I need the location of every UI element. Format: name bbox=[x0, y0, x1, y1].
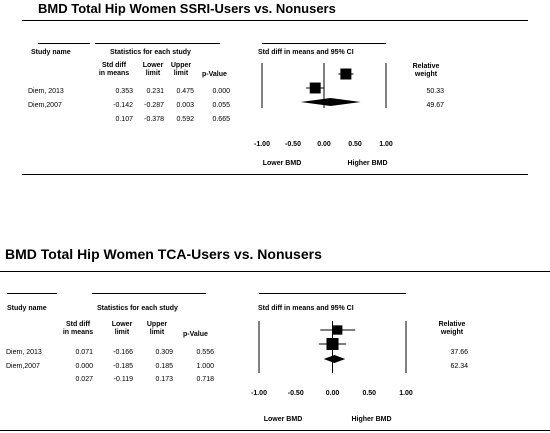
upper-value: 0.309 bbox=[155, 349, 173, 356]
header-pvalue: p-Value bbox=[183, 331, 208, 338]
lower-value: -0.166 bbox=[113, 349, 133, 356]
header-study-name: Study name bbox=[31, 49, 71, 56]
x-tick-label: 1.00 bbox=[399, 390, 413, 397]
study-name: Diem,2007 bbox=[6, 363, 40, 370]
summary-pvalue: 0.665 bbox=[212, 116, 230, 123]
favours-left-label: Lower BMD bbox=[262, 160, 302, 167]
header-rule-study bbox=[38, 43, 90, 44]
header-upper: Upper limit bbox=[146, 321, 168, 336]
title-underline bbox=[0, 271, 550, 272]
header-std-diff: Std diff in means bbox=[98, 62, 130, 77]
x-tick-label: 0.00 bbox=[317, 141, 331, 148]
summary-diamond bbox=[323, 355, 346, 363]
x-tick-label: 0.50 bbox=[348, 141, 362, 148]
study-name: Diem,2007 bbox=[28, 102, 62, 109]
header-stats-group: Statistics for each study bbox=[97, 305, 178, 312]
summary-upper: 0.592 bbox=[176, 116, 194, 123]
forest-plot-tca: BMD Total Hip Women TCA-Users vs. Nonuse… bbox=[0, 240, 550, 433]
weight-value: 62.34 bbox=[450, 363, 468, 370]
header-pvalue: p-Value bbox=[202, 71, 227, 78]
study-name: Diem, 2013 bbox=[28, 88, 64, 95]
std-diff-value: 0.071 bbox=[75, 349, 93, 356]
x-tick-label: -1.00 bbox=[251, 390, 267, 397]
panel-bottom-rule bbox=[22, 174, 528, 175]
lower-value: -0.185 bbox=[113, 363, 133, 370]
header-stats-group: Statistics for each study bbox=[110, 49, 191, 56]
header-lower: Lower limit bbox=[142, 62, 164, 77]
header-ci-group: Std diff in means and 95% CI bbox=[258, 305, 354, 312]
pvalue-value: 0.000 bbox=[212, 88, 230, 95]
favours-right-label: Higher BMD bbox=[347, 160, 388, 167]
x-tick-label: -0.50 bbox=[285, 141, 301, 148]
favours-right-label: Higher BMD bbox=[351, 416, 392, 423]
summary-std-diff: 0.107 bbox=[115, 116, 133, 123]
study-marker bbox=[326, 338, 339, 350]
study-marker bbox=[309, 82, 321, 94]
pvalue-value: 0.055 bbox=[212, 102, 230, 109]
summary-diamond bbox=[300, 98, 361, 106]
header-upper: Upper limit bbox=[170, 62, 192, 77]
header-rule-stats bbox=[95, 43, 220, 44]
header-lower: Lower limit bbox=[111, 321, 133, 336]
x-tick-label: 1.00 bbox=[379, 141, 393, 148]
summary-pvalue: 0.718 bbox=[196, 376, 214, 383]
summary-std-diff: 0.027 bbox=[75, 376, 93, 383]
study-marker bbox=[333, 325, 343, 335]
weight-value: 37.66 bbox=[450, 349, 468, 356]
panel-bottom-rule bbox=[0, 430, 550, 431]
header-rule-ci bbox=[259, 293, 406, 294]
upper-value: 0.185 bbox=[155, 363, 173, 370]
forest-plot-area: -1.00 -0.50 0.00 0.50 1.00 bbox=[254, 63, 393, 148]
study-marker bbox=[340, 68, 352, 80]
header-rule-stats bbox=[92, 293, 206, 294]
header-weight: Relative weight bbox=[412, 63, 440, 78]
weight-value: 50.33 bbox=[426, 88, 444, 95]
summary-lower: -0.119 bbox=[113, 376, 133, 383]
x-tick-label: 0.00 bbox=[326, 390, 340, 397]
lower-value: -0.287 bbox=[144, 102, 164, 109]
chart-title: BMD Total Hip Women TCA-Users vs. Nonuse… bbox=[5, 246, 322, 262]
title-underline bbox=[22, 20, 528, 21]
std-diff-value: 0.353 bbox=[115, 88, 133, 95]
favours-left-label: Lower BMD bbox=[263, 416, 303, 423]
summary-lower: -0.378 bbox=[144, 116, 164, 123]
pvalue-value: 0.556 bbox=[196, 349, 214, 356]
x-tick-label: -1.00 bbox=[254, 141, 270, 148]
std-diff-value: -0.142 bbox=[113, 102, 133, 109]
chart-title: BMD Total Hip Women SSRI-Users vs. Nonus… bbox=[38, 1, 336, 16]
pvalue-value: 1.000 bbox=[196, 363, 214, 370]
upper-value: 0.003 bbox=[176, 102, 194, 109]
header-study-name: Study name bbox=[7, 305, 47, 312]
header-rule-study bbox=[7, 293, 57, 294]
header-std-diff: Std diff in means bbox=[62, 321, 94, 336]
x-tick-label: -0.50 bbox=[288, 390, 304, 397]
forest-plot-ssri: BMD Total Hip Women SSRI-Users vs. Nonus… bbox=[0, 0, 550, 190]
forest-plot-area: -1.00 -0.50 0.00 0.50 1.00 bbox=[251, 321, 413, 397]
header-rule-ci bbox=[262, 43, 386, 44]
lower-value: 0.231 bbox=[146, 88, 164, 95]
header-ci-group: Std diff in means and 95% CI bbox=[258, 49, 354, 56]
summary-upper: 0.173 bbox=[155, 376, 173, 383]
study-name: Diem, 2013 bbox=[6, 349, 42, 356]
header-weight: Relative weight bbox=[438, 321, 466, 336]
weight-value: 49.67 bbox=[426, 102, 444, 109]
upper-value: 0.475 bbox=[176, 88, 194, 95]
x-tick-label: 0.50 bbox=[362, 390, 376, 397]
std-diff-value: 0.000 bbox=[75, 363, 93, 370]
